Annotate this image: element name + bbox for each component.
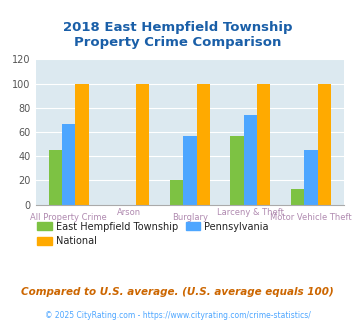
Bar (230, 136, 244, 205)
Text: Compared to U.S. average. (U.S. average equals 100): Compared to U.S. average. (U.S. average … (21, 287, 334, 297)
Bar (76, 83, 89, 205)
Bar (244, 115, 257, 205)
Bar (304, 150, 318, 205)
Bar (136, 83, 149, 205)
Bar (257, 83, 271, 205)
Text: © 2025 CityRating.com - https://www.cityrating.com/crime-statistics/: © 2025 CityRating.com - https://www.city… (45, 311, 310, 320)
Bar (62, 123, 76, 205)
Text: Larceny & Theft: Larceny & Theft (217, 208, 284, 217)
Text: All Property Crime: All Property Crime (31, 213, 107, 221)
Bar (197, 83, 210, 205)
Text: Motor Vehicle Theft: Motor Vehicle Theft (270, 213, 352, 221)
Text: 2018 East Hempfield Township
Property Crime Comparison: 2018 East Hempfield Township Property Cr… (63, 21, 292, 50)
Bar (291, 189, 304, 205)
Bar (49, 150, 62, 205)
Text: Burglary: Burglary (172, 213, 208, 221)
Bar (318, 83, 331, 205)
Text: Arson: Arson (117, 208, 141, 217)
Legend: East Hempfield Township, National, Pennsylvania: East Hempfield Township, National, Penns… (33, 218, 273, 250)
Bar (170, 181, 183, 205)
Bar (183, 136, 197, 205)
